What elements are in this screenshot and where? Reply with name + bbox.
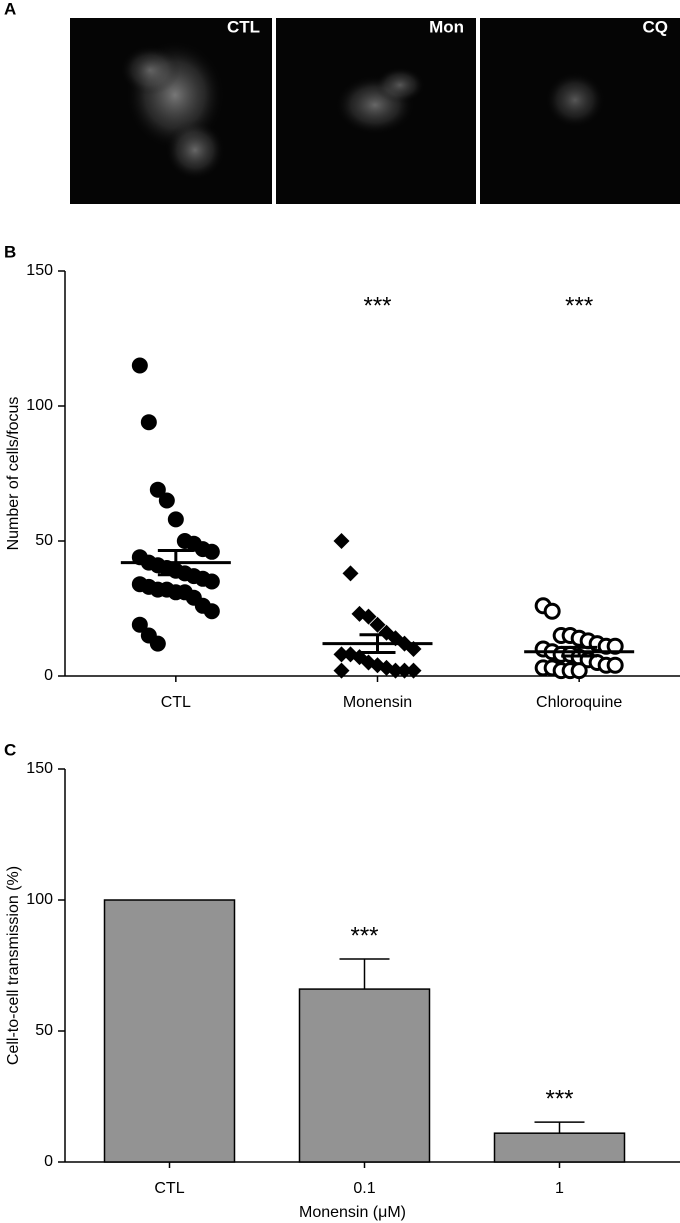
data-point (333, 662, 350, 679)
data-point (149, 481, 166, 498)
significance: *** (350, 922, 378, 949)
significance: *** (545, 1086, 573, 1113)
data-point (369, 616, 386, 633)
data-point (360, 608, 377, 625)
y-tick-label: 50 (35, 532, 53, 549)
data-point (606, 637, 624, 655)
bar (103, 899, 236, 1163)
y-tick-label: 150 (26, 262, 53, 279)
data-point (140, 414, 157, 431)
x-tick-label: 0.1 (353, 1180, 375, 1197)
data-point (203, 603, 220, 620)
x-axis-label: Monensin (μM) (299, 1204, 406, 1221)
data-point (167, 511, 184, 528)
data-point (606, 656, 624, 674)
data-point (203, 543, 220, 560)
data-point (131, 357, 148, 374)
y-tick-label: 0 (44, 1153, 53, 1170)
y-axis-label: Number of cells/focus (5, 397, 22, 551)
y-tick-label: 0 (44, 667, 53, 684)
y-tick-label: 100 (26, 397, 53, 414)
panel-label: A (4, 0, 16, 18)
image-label: Mon (429, 17, 464, 36)
data-point (131, 616, 148, 633)
significance: *** (565, 292, 593, 319)
y-tick-label: 100 (26, 891, 53, 908)
image-label: CQ (643, 17, 669, 36)
y-tick-label: 50 (35, 1022, 53, 1039)
significance: *** (363, 292, 391, 319)
bar (298, 988, 431, 1163)
data-point (158, 492, 175, 509)
data-point (570, 662, 588, 680)
x-tick-label: Monensin (343, 694, 412, 711)
data-point (333, 533, 350, 549)
data-point (405, 662, 422, 679)
data-point (387, 662, 404, 679)
data-point (396, 662, 413, 679)
x-tick-label: CTL (161, 694, 191, 711)
bar (493, 1132, 626, 1163)
data-point (333, 646, 350, 663)
cells (120, 40, 605, 180)
x-tick-label: 1 (555, 1180, 564, 1197)
data-point (342, 565, 359, 582)
x-tick-label: Chloroquine (536, 694, 622, 711)
data-point (203, 573, 220, 590)
data-point (149, 635, 166, 652)
x-tick-label: CTL (154, 1180, 184, 1197)
y-tick-label: 150 (26, 760, 53, 777)
image-label: CTL (227, 17, 260, 36)
panel-label: B (4, 242, 16, 261)
panel-label: C (4, 740, 16, 759)
y-axis-label: Cell-to-cell transmission (%) (5, 866, 22, 1065)
data-point (543, 602, 561, 620)
